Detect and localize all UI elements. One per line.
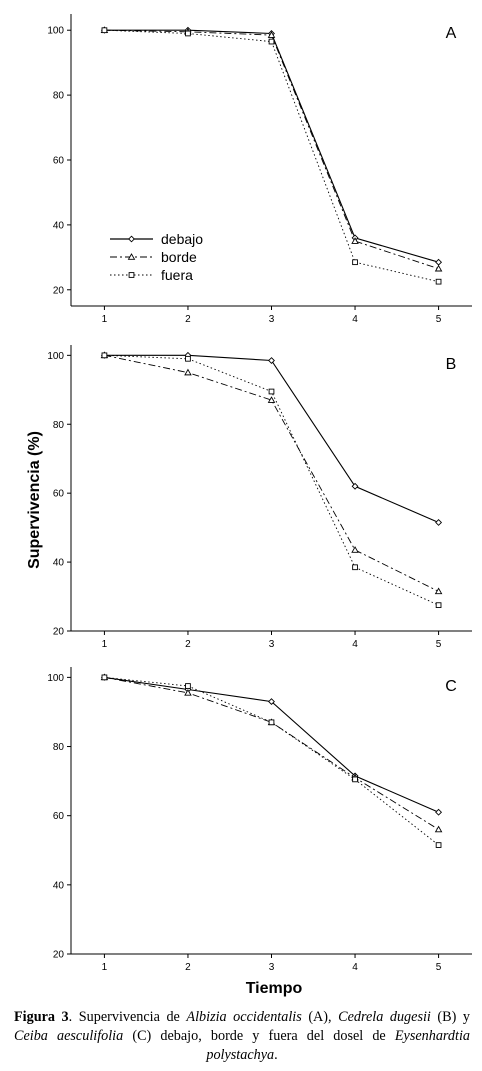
x-tick-label: 2: [185, 639, 191, 650]
x-tick-label: 5: [436, 639, 442, 650]
caption-text-2: (A),: [301, 1009, 339, 1025]
point-fuera: [435, 278, 442, 285]
y-tick-label: 60: [53, 811, 65, 822]
y-tick-label: 80: [53, 420, 65, 431]
panel-letter: A: [446, 25, 457, 42]
y-tick-label: 40: [53, 220, 65, 231]
legend-marker-borde: [127, 253, 136, 260]
legend-label-debajo: debajo: [161, 231, 203, 247]
figure-caption: Figura 3. Supervivencia de Albizia occid…: [14, 1008, 470, 1065]
panel-letter: B: [446, 356, 457, 373]
point-borde: [351, 237, 359, 244]
y-tick-label: 80: [53, 91, 65, 102]
x-tick-label: 3: [269, 639, 275, 650]
series-line-fuera: [104, 676, 439, 846]
y-tick-label: 80: [53, 742, 65, 753]
point-debajo: [435, 519, 443, 526]
y-tick-label: 100: [47, 673, 64, 684]
point-debajo: [351, 482, 359, 490]
legend-marker-fuera: [128, 272, 135, 278]
y-tick-label: 60: [53, 156, 65, 167]
point-debajo: [268, 698, 275, 706]
x-tick-label: 1: [102, 639, 108, 650]
point-fuera: [352, 776, 358, 783]
panel-letter: C: [445, 678, 457, 695]
caption-text-5: .: [274, 1047, 278, 1063]
point-fuera: [435, 602, 442, 609]
panel-B: 20 40 60 80 100 1 2 3 4 5 B: [47, 345, 472, 650]
legend-label-borde: borde: [161, 249, 197, 265]
x-tick-label: 4: [352, 314, 358, 325]
series-line-debajo: [104, 29, 439, 263]
x-tick-label: 3: [269, 962, 275, 973]
point-borde: [351, 546, 359, 553]
caption-species-3: Ceiba aesculifolia: [14, 1028, 124, 1044]
y-tick-label: 60: [53, 489, 65, 500]
point-borde: [184, 689, 192, 696]
point-fuera: [268, 388, 275, 395]
point-fuera: [268, 719, 275, 726]
y-tick-label: 40: [53, 880, 65, 891]
x-tick-label: 1: [102, 314, 108, 325]
x-tick-label: 1: [102, 962, 108, 973]
series-line-borde: [104, 354, 439, 592]
point-borde: [267, 31, 276, 38]
x-axis-title: Tiempo: [246, 980, 303, 997]
point-fuera: [101, 352, 108, 359]
x-tick-label: 2: [185, 314, 191, 325]
caption-species-1: Albizia occidentalis: [186, 1009, 302, 1025]
x-tick-label: 3: [269, 314, 275, 325]
caption-species-4: Eysenhardtia polystachya: [206, 1028, 470, 1063]
point-fuera: [352, 564, 358, 571]
point-fuera: [101, 27, 108, 34]
series-line-borde: [104, 676, 439, 830]
x-tick-label: 4: [352, 962, 358, 973]
y-tick-label: 20: [53, 627, 65, 638]
y-tick-label: 20: [53, 285, 65, 296]
series-line-borde: [104, 29, 439, 270]
series-line-fuera: [104, 29, 439, 283]
legend-marker-debajo: [128, 235, 135, 243]
point-fuera: [101, 674, 108, 681]
series-line-debajo: [104, 676, 439, 813]
point-borde: [434, 587, 443, 595]
x-tick-label: 5: [436, 314, 442, 325]
y-tick-label: 100: [47, 26, 64, 37]
caption-text-3: (B) y: [430, 1009, 470, 1025]
caption-figure-label: Figura 3: [14, 1009, 69, 1025]
point-borde: [267, 396, 276, 403]
panel-C: 20 40 60 80 100 1 2 3 4 5 C: [47, 667, 472, 973]
x-tick-label: 5: [436, 962, 442, 973]
y-tick-label: 40: [53, 558, 65, 569]
y-axis-title: Supervivencia (%): [26, 431, 43, 569]
point-borde: [184, 368, 192, 376]
point-fuera: [185, 683, 191, 689]
series-line-debajo: [104, 354, 439, 524]
point-borde: [434, 264, 443, 272]
x-tick-label: 2: [185, 962, 191, 973]
x-tick-label: 4: [352, 639, 358, 650]
legend-label-fuera: fuera: [161, 267, 193, 283]
point-debajo: [435, 258, 443, 266]
caption-species-2: Cedrela dugesii: [338, 1009, 431, 1025]
point-fuera: [185, 355, 191, 362]
point-debajo: [268, 357, 275, 364]
y-tick-label: 20: [53, 950, 65, 961]
point-fuera: [352, 259, 358, 266]
caption-text-4: (C) debajo, borde y fuera del dosel de: [123, 1028, 395, 1044]
point-fuera: [435, 842, 442, 848]
point-fuera: [268, 38, 275, 45]
point-borde: [434, 825, 443, 833]
y-tick-label: 100: [47, 351, 64, 362]
point-debajo: [435, 808, 443, 816]
point-fuera: [185, 30, 191, 37]
caption-text-1: . Supervivencia de: [68, 1009, 187, 1025]
